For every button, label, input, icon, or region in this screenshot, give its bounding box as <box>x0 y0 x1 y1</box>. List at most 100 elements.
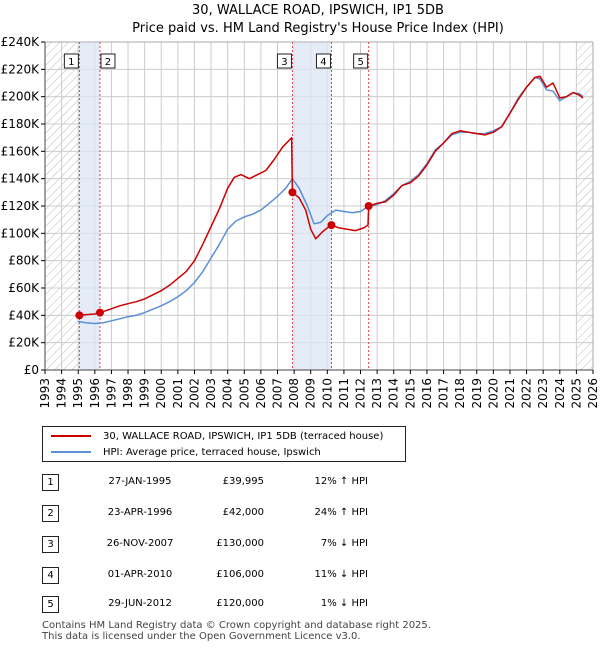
x-tick-label: 2017 <box>437 378 451 409</box>
x-tick-label: 2021 <box>503 378 517 409</box>
x-tick-label: 2007 <box>270 378 284 409</box>
transaction-date: 01-APR-2010 <box>107 569 173 580</box>
sale-number-label: 1 <box>68 57 74 68</box>
transaction-date: 27-JAN-1995 <box>108 476 172 487</box>
y-tick-label: £40K <box>8 308 40 322</box>
x-tick-label: 2010 <box>320 378 334 409</box>
y-tick-label: £180K <box>1 117 41 131</box>
sale-marker <box>75 311 84 320</box>
legend-hpi-label: HPI: Average price, terraced house, Ipsw… <box>103 446 321 458</box>
x-tick-label: 2006 <box>254 378 268 409</box>
transaction-price: £42,000 <box>222 507 264 518</box>
x-tick-label: 2011 <box>337 378 351 409</box>
transaction-hpi: 7% ↓ HPI <box>320 538 368 549</box>
x-tick-label: 1993 <box>38 378 52 409</box>
transaction-number: 1 <box>42 474 59 491</box>
x-tick-label: 2026 <box>586 378 600 409</box>
sale-marker <box>327 221 336 230</box>
legend: 30, WALLACE ROAD, IPSWICH, IP1 5DB (terr… <box>42 426 406 462</box>
transaction-number: 3 <box>42 536 59 553</box>
transaction-date: 23-APR-1996 <box>107 507 173 518</box>
transaction-row: 4 01-APR-2010 £106,000 11% ↓ HPI <box>42 567 582 584</box>
transaction-date: 26-NOV-2007 <box>106 538 174 549</box>
price-chart: 30, WALLACE ROAD, IPSWICH, IP1 5DB Price… <box>1 3 600 409</box>
ownership-band <box>292 42 332 370</box>
sale-number-box <box>315 53 331 69</box>
transaction-hpi: 1% ↓ HPI <box>320 598 368 609</box>
legend-hpi: HPI: Average price, terraced house, Ipsw… <box>51 445 321 459</box>
x-tick-label: 1996 <box>88 378 102 409</box>
x-tick-label: 1994 <box>55 378 69 409</box>
x-tick-label: 1997 <box>104 378 118 409</box>
transaction-number: 5 <box>42 596 59 613</box>
ownership-band <box>79 42 100 370</box>
sale-number-label: 5 <box>357 57 363 68</box>
transaction-row: 2 23-APR-1996 £42,000 24% ↑ HPI <box>42 505 582 522</box>
footer-copyright: Contains HM Land Registry data © Crown c… <box>42 620 431 631</box>
transaction-number: 4 <box>42 567 59 584</box>
sale-number-box <box>63 53 79 69</box>
y-tick-label: £120K <box>1 199 41 213</box>
x-tick-label: 2012 <box>354 378 368 409</box>
x-tick-label: 2024 <box>553 378 567 409</box>
x-tick-label: 2000 <box>154 378 168 409</box>
y-tick-label: £60K <box>8 281 40 295</box>
sale-number-box <box>100 53 116 69</box>
transaction-hpi: 12% ↑ HPI <box>314 476 368 487</box>
legend-hpi-swatch <box>51 451 91 453</box>
sale-marker <box>288 188 297 197</box>
y-tick-label: £240K <box>1 35 41 49</box>
sale-number-label: 3 <box>281 57 287 68</box>
x-tick-label: 2009 <box>304 378 318 409</box>
transaction-hpi: 11% ↓ HPI <box>314 569 368 580</box>
chart-title-line1: 30, WALLACE ROAD, IPSWICH, IP1 5DB <box>192 3 444 18</box>
x-tick-label: 2008 <box>287 378 301 409</box>
x-tick-label: 2013 <box>370 378 384 409</box>
x-tick-label: 1995 <box>71 378 85 409</box>
transaction-price: £39,995 <box>222 476 264 487</box>
y-tick-label: £80K <box>8 254 40 268</box>
sale-marker <box>364 202 373 210</box>
y-tick-label: £0 <box>24 363 39 377</box>
y-tick-label: £100K <box>1 226 41 240</box>
x-tick-label: 2023 <box>536 378 550 409</box>
legend-property-swatch <box>51 435 91 437</box>
x-tick-label: 2019 <box>470 378 484 409</box>
x-tick-label: 2018 <box>453 378 467 409</box>
sale-number-box <box>276 53 292 69</box>
x-tick-label: 1998 <box>121 378 135 409</box>
transaction-date: 29-JUN-2012 <box>108 598 172 609</box>
x-tick-label: 2003 <box>204 378 218 409</box>
transaction-row: 3 26-NOV-2007 £130,000 7% ↓ HPI <box>42 536 582 553</box>
x-tick-label: 2005 <box>237 378 251 409</box>
x-tick-label: 2025 <box>569 378 583 409</box>
transaction-price: £130,000 <box>216 538 264 549</box>
y-tick-label: £220K <box>1 62 41 76</box>
sale-marker <box>95 308 104 317</box>
x-tick-label: 2015 <box>403 378 417 409</box>
transaction-row: 5 29-JUN-2012 £120,000 1% ↓ HPI <box>42 596 582 613</box>
transaction-row: 1 27-JAN-1995 £39,995 12% ↑ HPI <box>42 474 582 491</box>
y-tick-label: £160K <box>1 144 41 158</box>
chart-title-line2: Price paid vs. HM Land Registry's House … <box>132 21 504 36</box>
footer: Contains HM Land Registry data © Crown c… <box>42 620 431 642</box>
legend-property-label: 30, WALLACE ROAD, IPSWICH, IP1 5DB (terr… <box>103 430 384 442</box>
legend-property: 30, WALLACE ROAD, IPSWICH, IP1 5DB (terr… <box>51 429 383 443</box>
transaction-price: £106,000 <box>216 569 264 580</box>
x-tick-label: 2004 <box>221 378 235 409</box>
x-tick-label: 2014 <box>387 378 401 409</box>
sale-number-label: 2 <box>105 57 111 68</box>
transaction-number: 2 <box>42 505 59 522</box>
y-tick-label: £20K <box>8 336 40 350</box>
x-tick-label: 2002 <box>187 378 201 409</box>
transaction-hpi: 24% ↑ HPI <box>314 507 368 518</box>
x-tick-label: 2001 <box>171 378 185 409</box>
y-tick-label: £200K <box>1 90 41 104</box>
y-tick-label: £140K <box>1 172 41 186</box>
sale-number-label: 4 <box>320 57 326 68</box>
sale-number-box <box>353 53 369 69</box>
footer-licence: This data is licensed under the Open Gov… <box>42 631 361 642</box>
x-tick-label: 1999 <box>138 378 152 409</box>
x-tick-label: 2022 <box>520 378 534 409</box>
x-tick-label: 2020 <box>486 378 500 409</box>
